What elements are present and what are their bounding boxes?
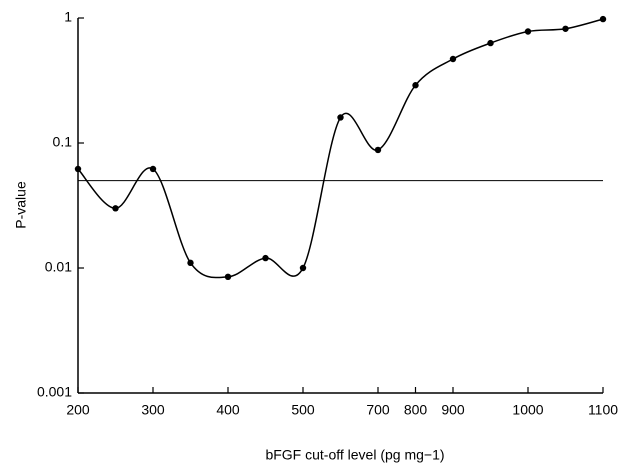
y-axis-label: P-value [13,181,29,229]
data-point [412,82,419,89]
x-axis-label: bFGF cut-off level (pg mg−1) [265,447,444,463]
data-point [562,25,569,32]
data-point [337,114,344,121]
data-point [299,264,307,272]
data-point [149,165,157,173]
y-tick-label: 0.01 [45,259,72,275]
data-point [262,254,269,262]
data-point [224,273,232,281]
data-point [487,39,494,47]
x-tick-label: 900 [441,402,465,418]
data-point [112,205,119,212]
x-tick-label: 400 [216,402,240,418]
data-point [374,146,382,154]
data-point [524,28,532,35]
data-line [77,18,604,279]
y-tick-label: 0.001 [37,384,72,400]
x-tick-label: 500 [291,402,315,418]
x-tick-label: 800 [404,402,428,418]
x-tick-label: 300 [141,402,165,418]
data-point [74,165,82,173]
x-tick-label: 1100 [588,402,618,418]
data-point [187,259,194,267]
x-tick-label: 700 [366,402,390,418]
y-tick-label: 1 [64,9,72,25]
x-tick-label: 200 [66,402,90,418]
data-point [599,15,607,23]
y-tick-label: 0.1 [53,134,73,150]
x-tick-label: 1000 [512,402,543,418]
data-point [449,55,457,63]
